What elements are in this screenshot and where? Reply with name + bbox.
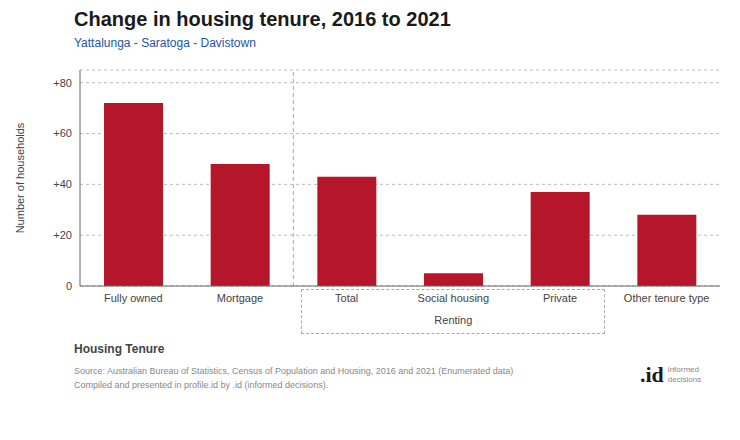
svg-text:0: 0 [66, 280, 72, 292]
svg-text:Private: Private [543, 292, 577, 304]
html-text:Source: Australian Bureau of S: Source: Australian Bureau of Statistics,… [74, 366, 514, 376]
html-text:.id: .id [640, 362, 664, 387]
html-text:Renting: Renting [434, 314, 473, 326]
svg-text:+80: +80 [53, 77, 72, 89]
html-text:Housing Tenure: Housing Tenure [74, 342, 165, 356]
svg-text:+20: +20 [53, 229, 72, 241]
svg-text:Number of households: Number of households [14, 122, 26, 233]
html-text:Change in housing tenure, 2016: Change in housing tenure, 2016 to 2021 [74, 8, 451, 30]
html-text:informed: informed [667, 365, 699, 374]
svg-text:Social housing: Social housing [418, 292, 490, 304]
svg-text:Total: Total [335, 292, 358, 304]
html-text:Compiled and presented in prof: Compiled and presented in profile.id by … [74, 380, 329, 390]
html-text:Yattalunga - Saratoga - Davist: Yattalunga - Saratoga - Davistown [74, 36, 256, 50]
html-text:decisions: decisions [667, 375, 702, 384]
svg-text:Fully owned: Fully owned [104, 292, 163, 304]
svg-text:Other tenure type: Other tenure type [624, 292, 710, 304]
svg-text:Mortgage: Mortgage [217, 292, 263, 304]
svg-text:+60: +60 [53, 127, 72, 139]
svg-text:+40: +40 [53, 178, 72, 190]
